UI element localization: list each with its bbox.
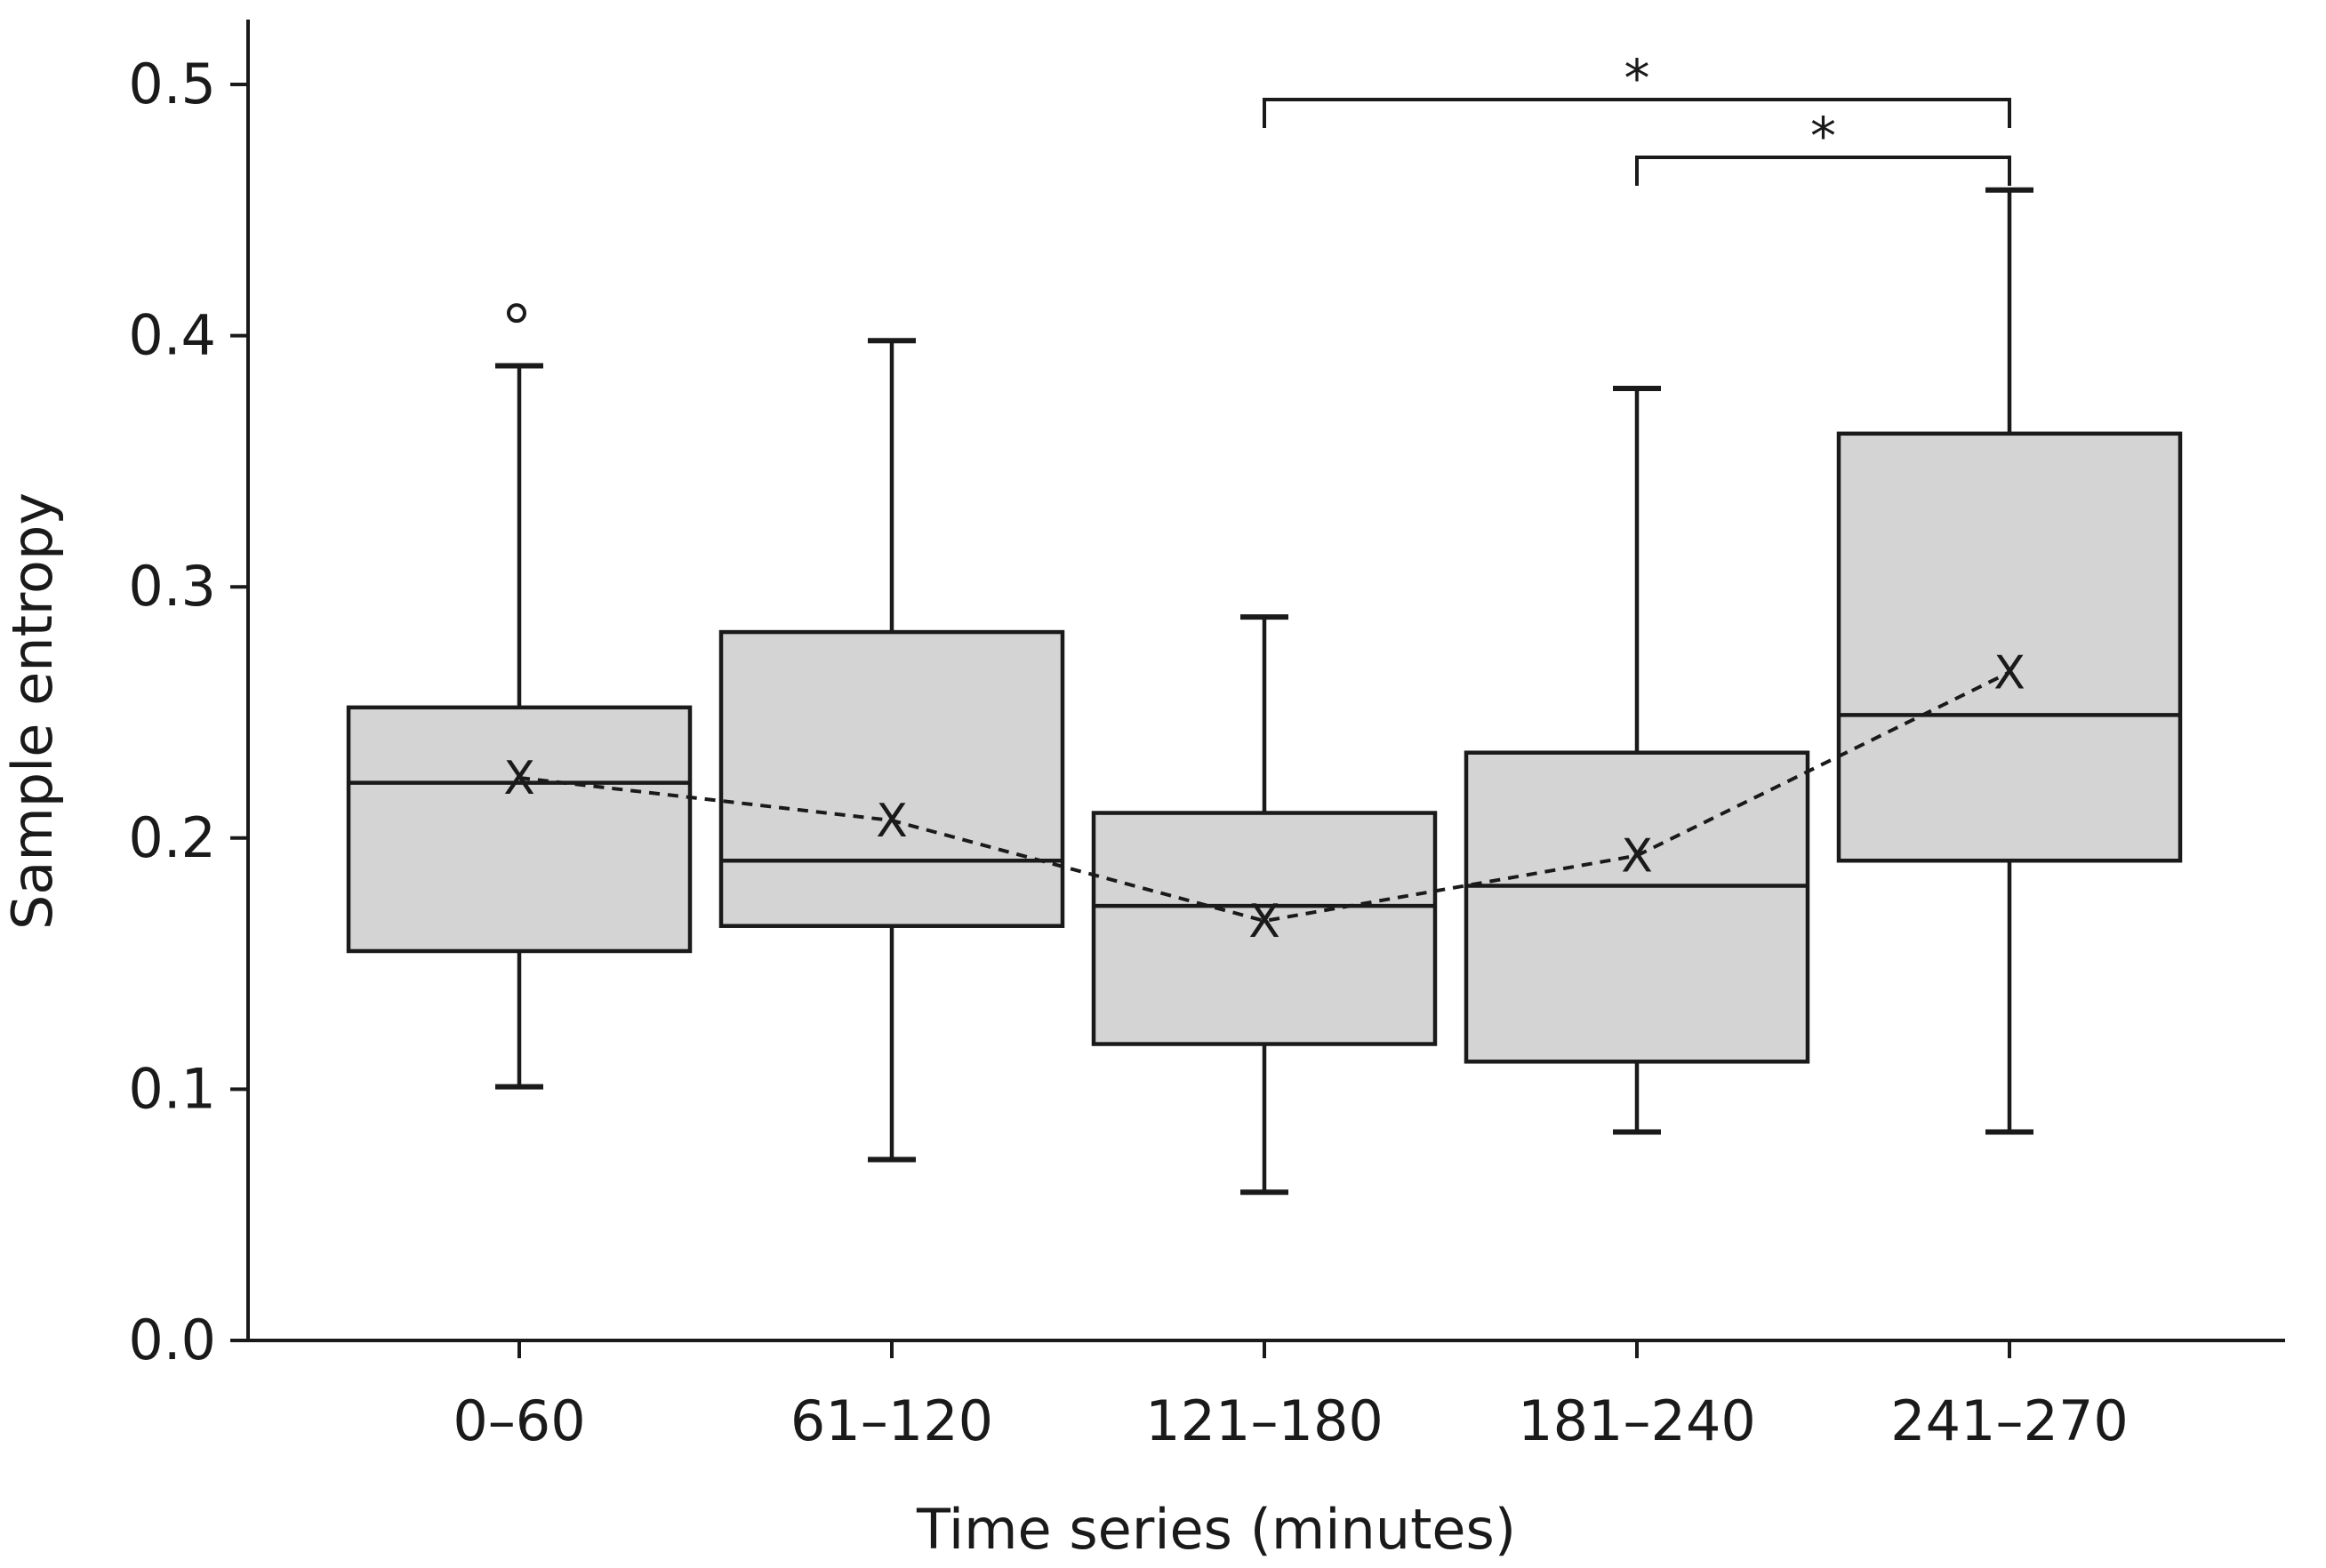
significance-label: * [1810, 106, 1836, 166]
x-tick-label: 0–60 [453, 1388, 585, 1453]
box-group [718, 338, 1065, 1163]
y-tick-label: 0.2 [128, 805, 216, 870]
box-iqr [1091, 811, 1438, 1046]
axes: 0.0 0.1 0.2 0.3 0.4 0.5 0–60 61–120 121–180 181–2… [128, 20, 2285, 1453]
box-group [346, 303, 693, 1090]
x-tick-label: 61–120 [790, 1388, 993, 1453]
mean-marker: X [1248, 895, 1280, 948]
x-tick-label: 121–180 [1145, 1388, 1384, 1453]
box-iqr [1464, 750, 1810, 1064]
box-group [1091, 614, 1438, 1196]
axis-labels: Time series (minutes) Sample entropy [0, 492, 1516, 1562]
box-group [1464, 385, 1810, 1135]
x-axis-title: Time series (minutes) [916, 1497, 1516, 1562]
y-axis-title: Sample entropy [0, 492, 65, 930]
mean-trend-line [518, 670, 2010, 924]
box-iqr [346, 705, 693, 954]
outlier-point [507, 303, 526, 324]
x-tick-label: 241–270 [1890, 1388, 2129, 1453]
significance-bracket [1263, 97, 2011, 128]
box-group [1836, 187, 2183, 1135]
y-tick-label: 0.5 [128, 52, 216, 116]
mean-marker: X [1993, 646, 2025, 700]
plot-marks: X X X X X * * [346, 48, 2183, 1196]
x-tick-label: 181–240 [1518, 1388, 1756, 1453]
box-iqr [718, 629, 1065, 928]
box-iqr [1836, 431, 2183, 863]
significance-label: * [1624, 48, 1650, 108]
y-tick-label: 0.4 [128, 303, 216, 368]
y-tick-label: 0.1 [128, 1056, 216, 1121]
y-tick-label: 0.3 [128, 554, 216, 619]
mean-marker: X [503, 752, 535, 805]
mean-marker: X [876, 795, 908, 848]
significance-bracket [1635, 155, 2011, 186]
mean-marker: X [1621, 830, 1653, 884]
y-tick-label: 0.0 [128, 1308, 216, 1372]
